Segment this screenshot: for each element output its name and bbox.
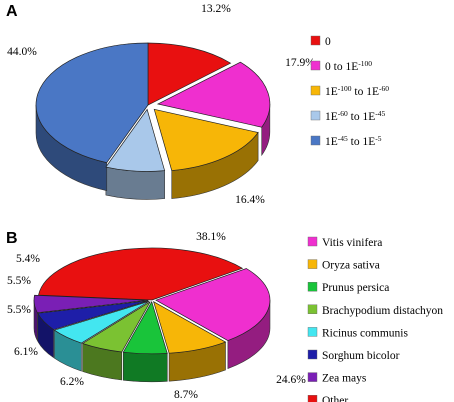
- legend-a-label-4: 1E-45 to 1E-5: [325, 134, 382, 148]
- legend-b-swatch-0: [307, 236, 318, 247]
- legend-b-label-1: Oryza sativa: [322, 260, 380, 272]
- pie-b-value-labels: 38.1% 24.6% 8.7% 6.2% 6.1% 5.5% 5.5% 5.4%: [7, 231, 306, 401]
- pie-a-slice-3: [105, 108, 166, 172]
- legend-a-swatch-1: [310, 60, 321, 71]
- pie-a-slice-4: [35, 42, 149, 164]
- pie-a-value-label-0: 13.2%: [201, 3, 231, 15]
- legend-b-swatch-2: [307, 282, 318, 292]
- pie-a-slice-0: [147, 42, 232, 106]
- pie-b-slice-2: [153, 300, 227, 354]
- pie-b-slice-7: [33, 294, 149, 314]
- legend-a-label-0: 0: [325, 36, 331, 48]
- pie-a-slice-side-3: [105, 166, 165, 200]
- legend-b-label-2: Prunus persica: [322, 282, 389, 294]
- pie-b-value-label-4: 6.1%: [14, 346, 38, 358]
- pie-b-side-walls: [33, 300, 271, 383]
- pie-a-slice-2: [153, 108, 259, 171]
- pie-b-slice-1: [155, 268, 271, 341]
- legend-b-label-5: Sorghum bicolor: [322, 350, 400, 362]
- pie-b-value-label-1: 24.6%: [276, 374, 306, 386]
- pie-b-slice-side-3: [122, 351, 168, 383]
- legend-b-label-4: Ricinus communis: [322, 327, 408, 339]
- panel-a-letter: A: [6, 3, 18, 20]
- pie-a-slice-1: [156, 61, 271, 128]
- legend-a: 0 0 to 1E-100 1E-100 to 1E-60 1E-60 to 1E-4…: [310, 35, 389, 148]
- pie-a-value-label-1: 17.9%: [285, 57, 315, 69]
- legend-b-label-0: Vitis vinifera: [322, 237, 382, 249]
- legend-a-swatch-3: [310, 110, 321, 121]
- legend-b-label-3: Brachypodium distachyon: [322, 305, 443, 317]
- pie-b-value-label-6: 5.5%: [7, 275, 31, 287]
- pie-chart-a: 13.2% 17.9% 16.4% 44.0%: [7, 3, 315, 206]
- legend-a-label-2: 1E-100 to 1E-60: [325, 84, 389, 98]
- legend-b-swatch-7: [307, 395, 318, 402]
- legend-b-swatch-3: [307, 304, 318, 314]
- pie-a-slices: [35, 42, 271, 172]
- legend-a-swatch-2: [310, 85, 321, 96]
- legend-a-swatch-4: [310, 135, 321, 146]
- pie-b-slices: [33, 247, 271, 355]
- legend-a-swatch-0: [310, 35, 321, 46]
- pie-b-slice-3: [122, 300, 168, 355]
- pie-b-value-label-3: 6.2%: [60, 376, 84, 388]
- pie-b-value-label-0: 38.1%: [196, 231, 226, 243]
- pie-b-slice-6: [37, 300, 149, 331]
- legend-b-swatch-4: [307, 327, 318, 337]
- legend-b-swatch-1: [307, 259, 318, 269]
- legend-a-label-3: 1E-60 to 1E-45: [325, 109, 386, 123]
- legend-b-label-7: Other: [322, 395, 348, 402]
- legend-b-swatch-6: [307, 372, 318, 382]
- pie-a-value-label-4: 44.0%: [7, 46, 37, 58]
- pie-a-value-label-2: 16.4%: [235, 194, 265, 206]
- legend-b: Vitis vinifera Oryza sativa Prunus persica…: [307, 236, 443, 402]
- pie-b-value-label-7: 5.4%: [16, 253, 40, 265]
- pie-b-value-label-2: 8.7%: [174, 389, 198, 401]
- pie-b-value-label-5: 5.5%: [7, 304, 31, 316]
- pie-b-slice-0: [38, 247, 244, 301]
- pie-a-value-labels: 13.2% 17.9% 16.4% 44.0%: [7, 3, 315, 206]
- pie-b-slice-5: [53, 300, 150, 344]
- pie-b-slice-4: [81, 301, 151, 353]
- legend-a-label-1: 0 to 1E-100: [325, 59, 372, 73]
- legend-b-swatch-5: [307, 349, 318, 360]
- legend-b-label-6: Zea mays: [322, 373, 367, 385]
- panel-b-letter: B: [6, 230, 18, 247]
- pie-chart-b: 38.1% 24.6% 8.7% 6.2% 6.1% 5.5% 5.5% 5.4%: [7, 231, 306, 401]
